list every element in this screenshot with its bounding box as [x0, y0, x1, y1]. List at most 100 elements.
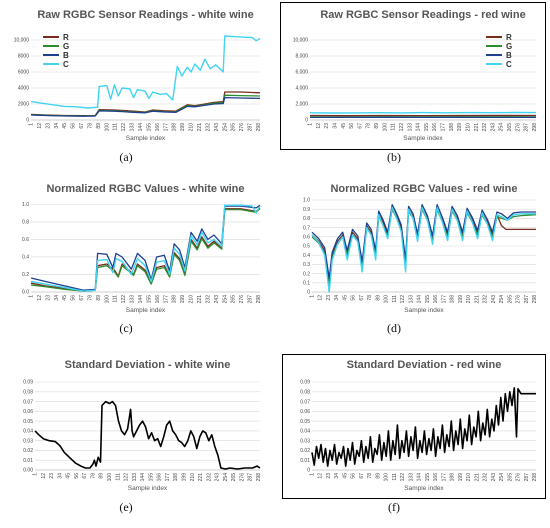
x-axis-label: Sample index — [403, 135, 443, 142]
x-tick-label: 254 — [223, 473, 229, 482]
x-axis-label: Sample index — [404, 485, 444, 492]
x-tick-label: 67 — [359, 295, 365, 301]
x-tick-label: 45 — [62, 123, 68, 129]
x-tick-label: 166 — [432, 123, 438, 132]
x-tick-label: 100 — [107, 473, 113, 482]
x-tick-label: 210 — [189, 123, 195, 132]
x-tick-label: 89 — [374, 123, 380, 129]
x-tick-label: 243 — [491, 295, 497, 304]
x-tick-label: 12 — [41, 473, 47, 479]
x-tick-label: 45 — [66, 473, 72, 479]
x-tick-label: 287 — [524, 295, 530, 304]
y-tick-label: 0.07 — [23, 399, 33, 405]
x-tick-label: 111 — [392, 295, 398, 303]
x-tick-label: 199 — [458, 473, 464, 482]
x-tick-label: 265 — [507, 473, 513, 482]
legend-label: C — [63, 60, 69, 69]
x-axis-label: Sample index — [404, 307, 444, 314]
chart-panel-f: Standard Deviation - red wine 0 0.01 0.02 0.… — [282, 354, 546, 499]
x-tick-label: 155 — [146, 295, 152, 304]
y-tick-label: 0.04 — [300, 429, 310, 435]
x-tick-label: 34 — [54, 123, 60, 129]
x-tick-label: 89 — [96, 123, 102, 129]
chart-title: Normalized RGBC Values - red wine — [330, 183, 517, 195]
x-tick-label: 199 — [180, 123, 186, 132]
x-tick-label: 56 — [351, 473, 357, 479]
x-tick-label: 1 — [308, 123, 314, 126]
y-tick-label: 1.0 — [303, 198, 310, 204]
x-tick-label: 67 — [357, 123, 363, 129]
x-tick-label: 78 — [87, 123, 93, 129]
x-tick-label: 111 — [113, 295, 119, 303]
x-tick-label: 56 — [71, 295, 77, 301]
x-tick-label: 243 — [214, 295, 220, 304]
x-tick-label: 221 — [197, 123, 203, 132]
x-axis-label: Sample index — [126, 307, 166, 314]
y-tick-label: 0.5 — [303, 244, 310, 250]
x-tick-label: 1 — [29, 123, 35, 126]
y-tick-label: 0.8 — [303, 216, 310, 222]
x-tick-label: 166 — [433, 473, 439, 482]
x-tick-label: 122 — [121, 123, 127, 132]
x-tick-label: 177 — [441, 123, 447, 132]
x-tick-label: 188 — [172, 295, 178, 304]
x-tick-label: 23 — [45, 295, 51, 301]
x-tick-label: 89 — [375, 473, 381, 479]
y-tick-label: 0.01 — [23, 458, 33, 464]
x-tick-label: 232 — [205, 123, 211, 132]
x-tick-label: 78 — [366, 123, 372, 129]
x-tick-label: 100 — [104, 295, 110, 304]
x-tick-label: 155 — [425, 473, 431, 482]
x-tick-label: 67 — [359, 473, 365, 479]
x-tick-label: 1 — [33, 473, 39, 476]
y-tick-label: 0.06 — [300, 409, 310, 415]
x-tick-label: 276 — [516, 295, 522, 304]
y-tick-label: 0.6 — [303, 235, 310, 241]
x-tick-label: 221 — [474, 123, 480, 132]
x-tick-label: 287 — [524, 473, 530, 482]
chart-panel-c: Normalized RGBC Values - white wine 0.0 0.… — [5, 180, 270, 323]
x-tick-label: 78 — [367, 295, 373, 301]
x-tick-label: 276 — [239, 473, 245, 482]
chart-svg-c: Normalized RGBC Values - white wine 0.0 0.… — [22, 183, 262, 314]
x-tick-label: 34 — [334, 473, 340, 479]
y-tick-label: 0.01 — [300, 458, 310, 464]
chart-svg-b: Raw RGBC Sensor Readings - red wine 0 2,00… — [280, 2, 546, 150]
x-tick-label: 67 — [79, 295, 85, 301]
x-tick-label: 133 — [408, 473, 414, 482]
y-tick-label: 0.08 — [300, 389, 310, 395]
x-tick-label: 144 — [417, 473, 423, 482]
x-tick-label: 166 — [155, 123, 161, 132]
y-tick-label: 0 — [26, 118, 29, 124]
y-tick-label: 0.04 — [23, 429, 33, 435]
x-tick-label: 243 — [215, 473, 221, 482]
x-tick-label: 155 — [148, 473, 154, 482]
x-tick-label: 287 — [248, 473, 254, 482]
x-tick-label: 276 — [516, 473, 522, 482]
x-tick-label: 199 — [457, 123, 463, 132]
x-tick-label: 89 — [99, 473, 105, 479]
chart-panel-b: Raw RGBC Sensor Readings - red wine 0 2,00… — [280, 2, 546, 150]
x-tick-label: 67 — [82, 473, 88, 479]
x-tick-label: 287 — [248, 295, 254, 304]
x-tick-label: 12 — [318, 295, 324, 301]
series-line-g — [30, 208, 261, 292]
x-tick-label: 122 — [400, 473, 406, 482]
y-tick-label: 0 — [305, 118, 308, 124]
y-tick-label: 0.8 — [22, 220, 29, 226]
panel-caption: (d) — [387, 321, 401, 335]
x-tick-label: 45 — [341, 123, 347, 129]
chart-svg-a: Raw RGBC Sensor Readings - white wine 0 20… — [14, 9, 262, 142]
x-tick-label: 23 — [324, 123, 330, 129]
y-tick-label: 8000 — [18, 54, 29, 60]
x-tick-label: 221 — [474, 295, 480, 304]
x-tick-label: 45 — [342, 295, 348, 301]
x-tick-label: 45 — [62, 295, 68, 301]
y-tick-label: 0 — [307, 290, 310, 296]
x-tick-label: 188 — [173, 473, 179, 482]
x-tick-label: 254 — [222, 123, 228, 132]
x-tick-label: 133 — [407, 123, 413, 132]
x-tick-label: 298 — [256, 473, 262, 482]
chart-frame — [282, 354, 546, 499]
x-tick-label: 1 — [310, 295, 316, 298]
